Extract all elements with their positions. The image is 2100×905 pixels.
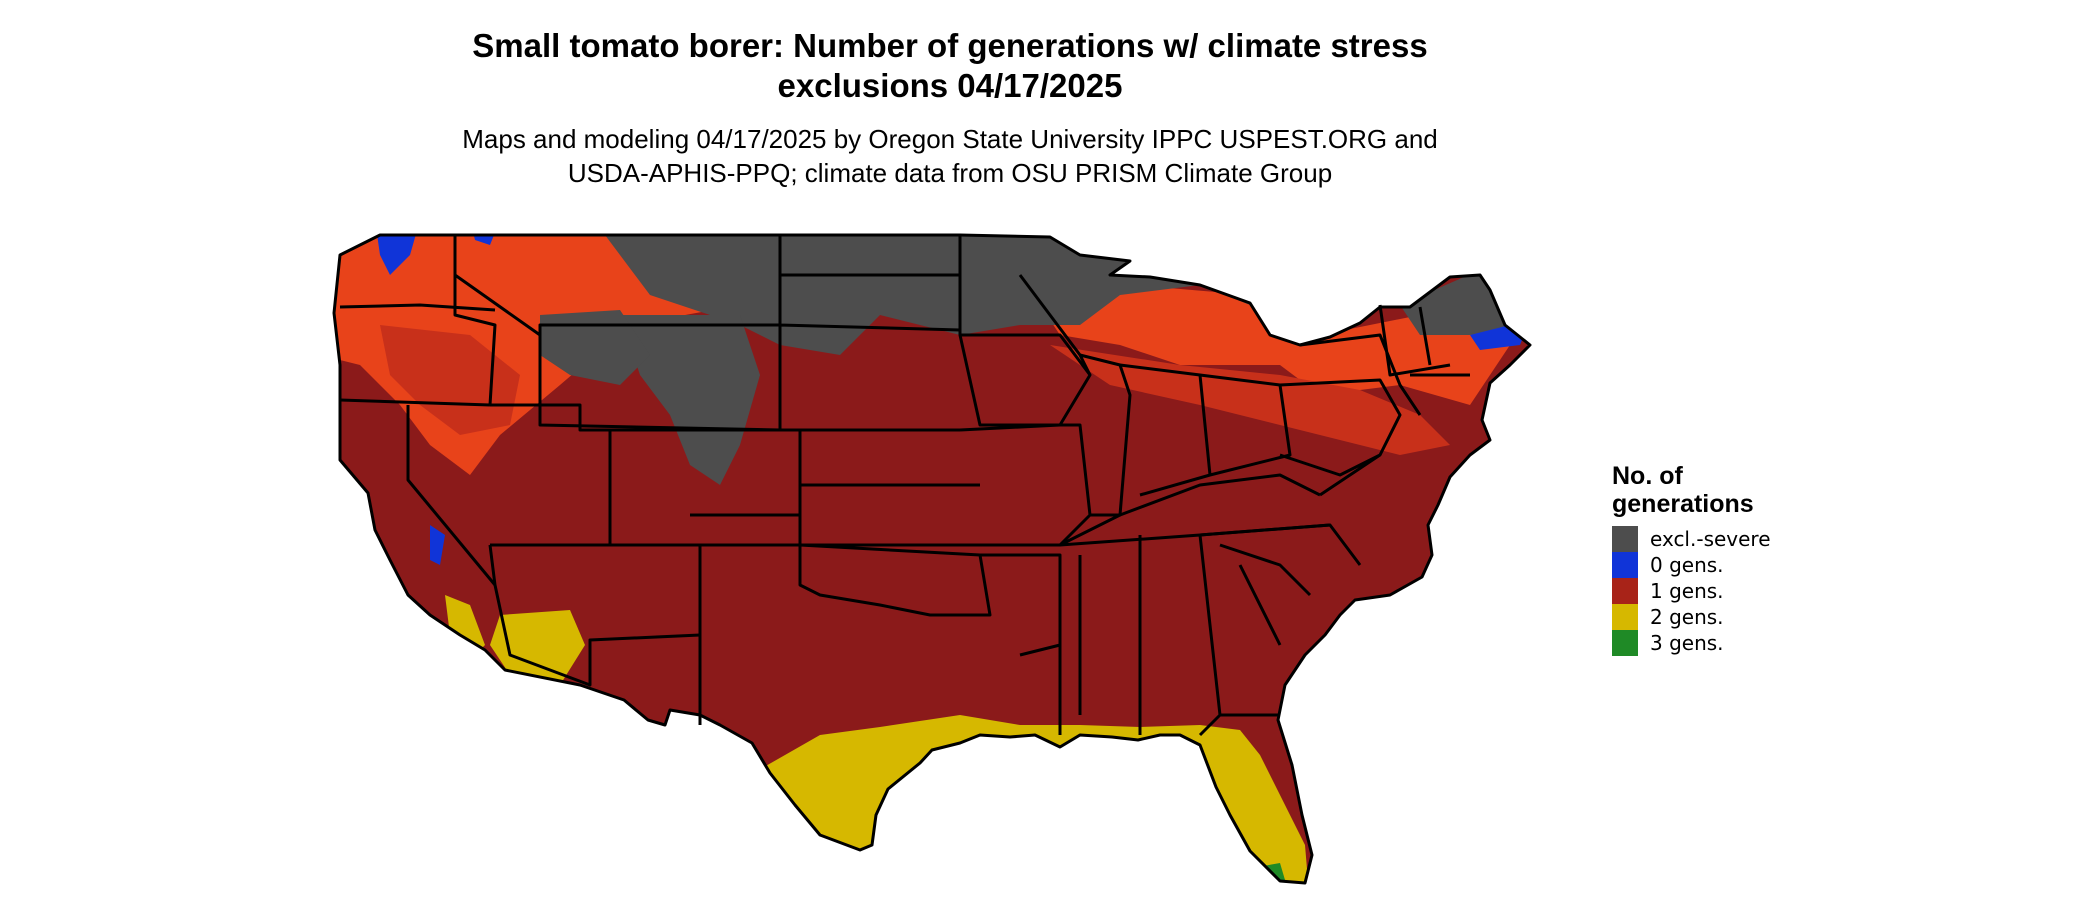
legend-item: 0 gens.: [1612, 552, 1771, 578]
border-ga-sc-nc: [1199, 523, 1362, 717]
legend-item: 1 gens.: [1612, 578, 1771, 604]
border-az-nm: [488, 544, 701, 687]
legend-swatch: [1612, 552, 1638, 578]
map-title: Small tomato borer: Number of generation…: [0, 26, 1900, 106]
legend-label: 3 gens.: [1650, 631, 1724, 655]
us-outline: [332, 233, 1532, 885]
border-ca-nv: [406, 405, 497, 586]
region-one-gen-west-mid: [380, 325, 520, 435]
legend-item: excl.-severe: [1612, 526, 1771, 552]
region-one-gen-northeast: [1020, 275, 1510, 405]
border-ar-la-ms-al: [980, 534, 1222, 737]
legend-swatch: [1612, 578, 1638, 604]
region-two-gen-arizona: [490, 610, 585, 685]
border-nd-sd: [778, 235, 961, 415]
legend-title: No. of generations: [1612, 462, 1771, 518]
map-title-line-1: Small tomato borer: Number of generation…: [472, 27, 1428, 64]
map-legend: No. of generations excl.-severe 0 gens. 1 …: [1612, 462, 1771, 656]
map-subtitle: Maps and modeling 04/17/2025 by Oregon S…: [0, 122, 1900, 190]
region-stress-wyoming: [540, 310, 650, 385]
region-stress-rockies: [620, 315, 760, 485]
legend-swatch: [1612, 604, 1638, 630]
legend-item: 3 gens.: [1612, 630, 1771, 656]
legend-title-line-1: No. of: [1612, 462, 1683, 490]
region-zero-gen-sierra: [430, 525, 445, 565]
us-generations-map: [332, 233, 1532, 885]
border-ut: [490, 403, 612, 547]
legend-swatch: [1612, 630, 1638, 656]
border-wi-il: [1018, 274, 1132, 517]
region-zero-gen-northwest: [375, 235, 420, 275]
border-va-wv-pa: [1279, 378, 1402, 497]
map-subtitle-line-1: Maps and modeling 04/17/2025 by Oregon S…: [462, 124, 1438, 154]
map-title-line-2: exclusions 04/17/2025: [777, 67, 1123, 104]
legend-label: 0 gens.: [1650, 553, 1724, 577]
region-one-gen-northeast-mid: [1050, 345, 1450, 455]
state-borders: [332, 233, 1532, 885]
border-ok-tx: [690, 513, 992, 617]
legend-items: excl.-severe 0 gens. 1 gens. 2 gens. 3 gens.: [1612, 526, 1771, 656]
border-or-ca: [339, 398, 491, 407]
legend-swatch: [1612, 526, 1638, 552]
border-wa-or: [339, 303, 496, 312]
legend-item: 2 gens.: [1612, 604, 1771, 630]
legend-label: 2 gens.: [1650, 605, 1724, 629]
region-zero-gen-northwest-2: [470, 235, 500, 245]
legend-title-line-2: generations: [1612, 490, 1754, 518]
border-mi-in-oh: [1119, 363, 1292, 497]
legend-label: excl.-severe: [1650, 527, 1771, 551]
border-ne-ks: [700, 428, 980, 547]
map-subtitle-line-2: USDA-APHIS-PPQ; climate data from OSU PR…: [567, 158, 1333, 188]
legend-label: 1 gens.: [1650, 579, 1724, 603]
border-ny-ne: [1299, 304, 1470, 416]
